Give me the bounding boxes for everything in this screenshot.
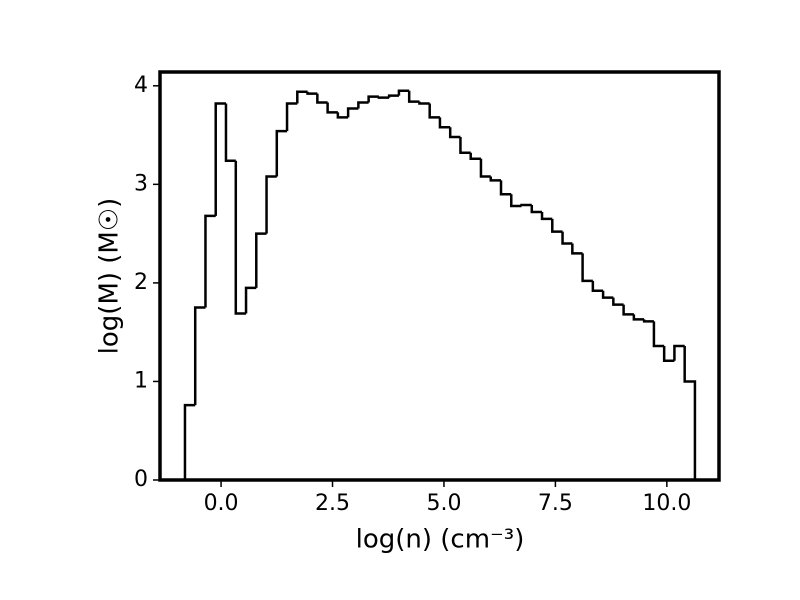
histogram-bin <box>336 112 349 119</box>
histogram-bin <box>357 101 369 109</box>
histogram-bin <box>244 286 257 314</box>
x-tick-label: 0.0 <box>204 491 239 516</box>
histogram-bin <box>397 89 410 96</box>
y-tick-label: 4 <box>134 73 148 98</box>
y-tick-label: 0 <box>134 467 148 492</box>
x-tick-label: 7.5 <box>538 491 573 516</box>
y-tick-label: 2 <box>134 270 148 295</box>
histogram-bin <box>571 243 583 255</box>
plot-frame <box>158 70 721 482</box>
histogram-bin <box>183 403 196 480</box>
x-tick-label: 5.0 <box>426 491 461 516</box>
histogram-bin <box>204 214 216 308</box>
y-axis-label: log(M) (M☉) <box>95 198 125 355</box>
histogram-bin <box>499 180 512 196</box>
histogram-bin <box>346 107 359 118</box>
histogram-bin <box>479 158 491 178</box>
x-tick-label: 2.5 <box>315 491 350 516</box>
x-tick-label: 10.0 <box>642 491 691 516</box>
histogram-bin <box>520 203 532 207</box>
histogram-bin <box>632 314 645 321</box>
histogram-bin <box>377 96 390 99</box>
x-axis-label: log(n) (cm⁻³) <box>356 525 525 555</box>
y-tick-label: 3 <box>134 171 148 196</box>
histogram-bin <box>642 319 654 323</box>
histogram-bin <box>418 101 430 105</box>
histogram-bin <box>428 103 440 119</box>
histogram-bin <box>673 344 685 361</box>
histogram-bin <box>489 176 502 182</box>
histogram-bin <box>438 117 451 129</box>
histogram-bin <box>306 91 318 95</box>
histogram-bin <box>459 137 471 155</box>
histogram-bin <box>234 160 247 315</box>
histogram-bin <box>407 90 420 103</box>
histogram-bin <box>255 232 267 288</box>
histogram-bin <box>612 297 624 306</box>
histogram-bin <box>316 93 328 104</box>
histogram-bin <box>275 129 288 177</box>
histogram-bin <box>193 306 206 406</box>
histogram-bin <box>510 194 522 208</box>
histogram-bin <box>285 102 298 132</box>
histogram-bin <box>622 304 634 316</box>
histogram-bin <box>448 127 461 139</box>
histogram-bin <box>581 253 593 283</box>
histogram-bin <box>224 103 236 162</box>
histogram-bin <box>561 231 573 245</box>
histogram-bin <box>296 90 308 104</box>
histogram-bin <box>683 345 697 480</box>
y-tick-label: 1 <box>134 368 148 393</box>
histogram-bin <box>367 95 379 103</box>
histogram-bin <box>326 102 338 114</box>
histogram-bin <box>469 152 481 160</box>
histogram-bin <box>265 175 277 234</box>
histogram-bin <box>601 290 614 299</box>
histogram-bin <box>387 94 399 98</box>
histogram-bin <box>214 102 226 216</box>
histogram-bin <box>551 218 563 233</box>
histogram-bin <box>591 280 604 293</box>
histogram-bin <box>652 321 665 348</box>
histogram-bin <box>540 211 553 221</box>
histogram-bin <box>530 205 543 214</box>
histogram-bin <box>662 345 675 363</box>
